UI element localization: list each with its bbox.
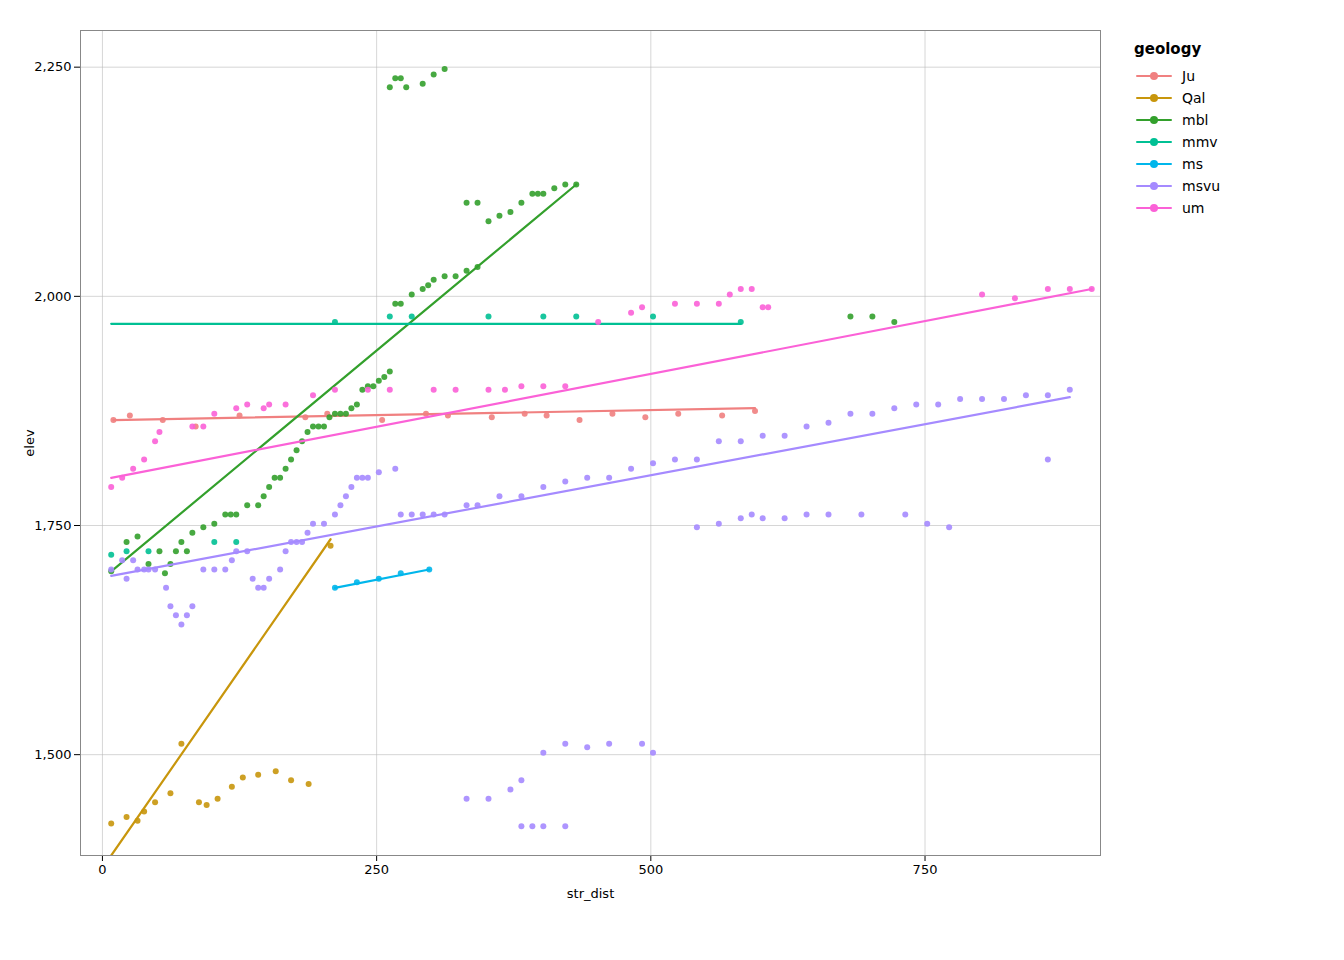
svg-text:elev: elev (22, 429, 37, 457)
svg-text:500: 500 (638, 862, 663, 877)
svg-text:str_dist: str_dist (567, 886, 614, 901)
html-text:mbl: mbl (1182, 112, 1209, 128)
html-text:Qal: Qal (1182, 90, 1206, 106)
svg-text:2,000: 2,000 (34, 288, 71, 303)
html-text:geology: geology (1134, 40, 1202, 58)
svg-text:250: 250 (364, 862, 389, 877)
html-text:ms: ms (1182, 156, 1203, 172)
svg-text:1,500: 1,500 (34, 747, 71, 762)
html-text:um: um (1182, 200, 1205, 216)
svg-text:2,250: 2,250 (34, 59, 71, 74)
svg-text:750: 750 (913, 862, 938, 877)
html-text:msvu: msvu (1182, 178, 1221, 194)
svg-text:0: 0 (98, 862, 106, 877)
html-text:Ju: Ju (1182, 68, 1195, 84)
svg-text:1,750: 1,750 (34, 518, 71, 533)
html-text:mmv: mmv (1182, 134, 1218, 150)
